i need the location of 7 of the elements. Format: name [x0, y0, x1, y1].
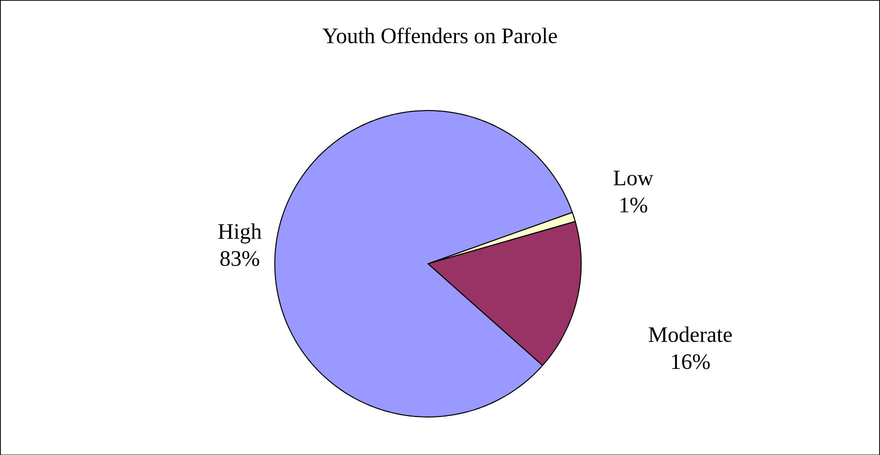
slice-label: Low	[614, 170, 654, 186]
slice-label: High	[218, 223, 262, 244]
slice-label: Moderate	[648, 326, 732, 342]
data-label: 1%	[620, 197, 648, 212]
data-label: 83%	[220, 250, 260, 266]
chart-title: Youth Offenders on Parole	[322, 27, 557, 44]
data-label: 16%	[672, 354, 710, 369]
